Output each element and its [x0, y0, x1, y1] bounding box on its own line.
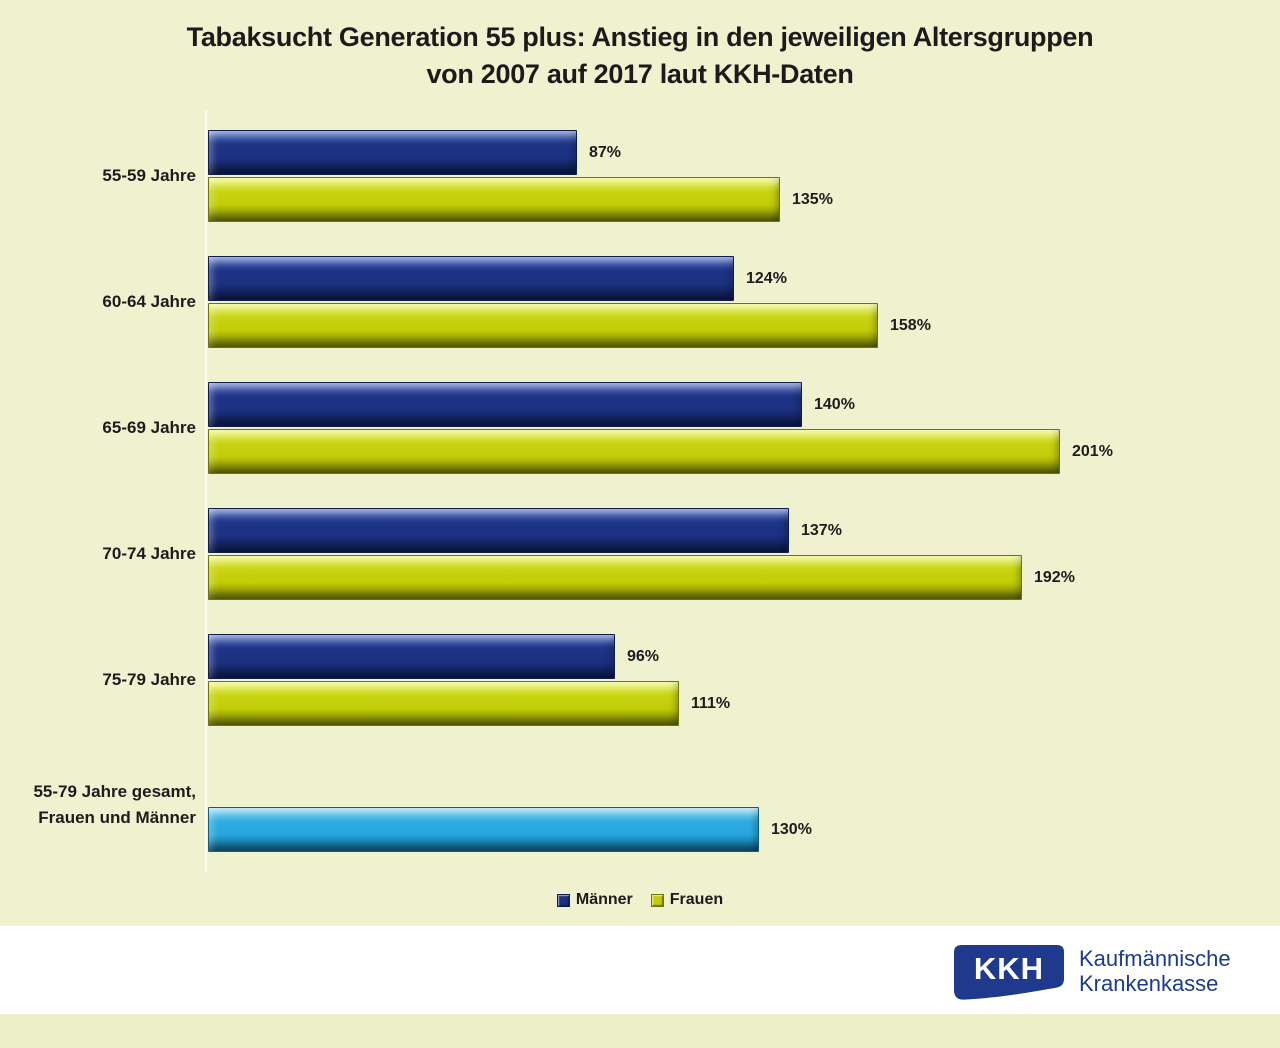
kkh-company-line2: Krankenkasse	[1079, 971, 1219, 996]
value-label-total: 130%	[771, 820, 812, 838]
bar-maenner-group2	[208, 256, 734, 301]
bar-total-gesamt	[208, 807, 759, 852]
value-label-frauen-group5: 111%	[691, 694, 731, 712]
logo-band: KKH Kaufmännische Krankenkasse	[0, 926, 1280, 1014]
kkh-logo: KKH Kaufmännische Krankenkasse	[954, 945, 1231, 1000]
plot-area: 55-79 Jahre gesamt, Frauen und Männer 55…	[0, 110, 1113, 872]
kkh-company-line1: Kaufmännische	[1079, 946, 1231, 971]
value-label-maenner-group1: 87%	[589, 143, 622, 161]
bar-maenner-group1	[208, 130, 577, 175]
category-label: 55-59 Jahre	[102, 166, 196, 185]
category-label: 60-64 Jahre	[102, 292, 196, 311]
legend-marker-maenner-icon	[556, 893, 570, 907]
value-label-maenner-group5: 96%	[627, 647, 660, 665]
bar-frauen-group5	[208, 681, 679, 726]
bar-frauen-group1	[208, 177, 780, 222]
value-label-maenner-group2: 124%	[746, 269, 787, 287]
legend-item-maenner: Männer	[556, 891, 633, 909]
value-label-frauen-group1: 135%	[792, 190, 833, 208]
bar-frauen-group3	[208, 429, 1060, 474]
category-label-total-line2: Frauen und Männer	[38, 808, 196, 827]
kkh-logo-text: KKH	[974, 951, 1044, 986]
footer-strip	[0, 1014, 1280, 1048]
category-label: 65-69 Jahre	[102, 418, 196, 437]
category-label: 75-79 Jahre	[102, 670, 196, 689]
value-label-frauen-group2: 158%	[890, 316, 931, 334]
legend-marker-frauen-icon	[650, 893, 664, 907]
bar-frauen-group2	[208, 303, 878, 348]
kkh-company-name: Kaufmännische Krankenkasse	[1079, 946, 1231, 996]
category-label-total: 55-79 Jahre gesamt, Frauen und Männer	[0, 777, 196, 833]
legend-item-frauen: Frauen	[650, 891, 724, 909]
legend-label-frauen: Frauen	[669, 891, 724, 908]
value-label-maenner-group4: 137%	[801, 521, 842, 539]
kkh-logo-mark-icon: KKH	[954, 945, 1064, 1000]
chart-title: Tabaksucht Generation 55 plus: Anstieg i…	[0, 19, 1280, 93]
category-label-total-line1: 55-79 Jahre gesamt,	[33, 782, 196, 801]
bar-maenner-group3	[208, 382, 802, 427]
category-label: 70-74 Jahre	[102, 544, 196, 563]
value-label-frauen-group4: 192%	[1034, 568, 1075, 586]
legend-label-maenner: Männer	[575, 891, 633, 908]
bar-frauen-group4	[208, 555, 1022, 600]
value-label-maenner-group3: 140%	[814, 395, 855, 413]
chart-legend: Männer Frauen	[0, 890, 1280, 910]
chart-title-line1: Tabaksucht Generation 55 plus: Anstieg i…	[186, 22, 1094, 52]
bar-maenner-group5	[208, 634, 615, 679]
chart-title-line2: von 2007 auf 2017 laut KKH-Daten	[426, 59, 854, 89]
value-label-frauen-group3: 201%	[1072, 442, 1113, 460]
bar-maenner-group4	[208, 508, 789, 553]
category-axis-line	[205, 110, 207, 872]
